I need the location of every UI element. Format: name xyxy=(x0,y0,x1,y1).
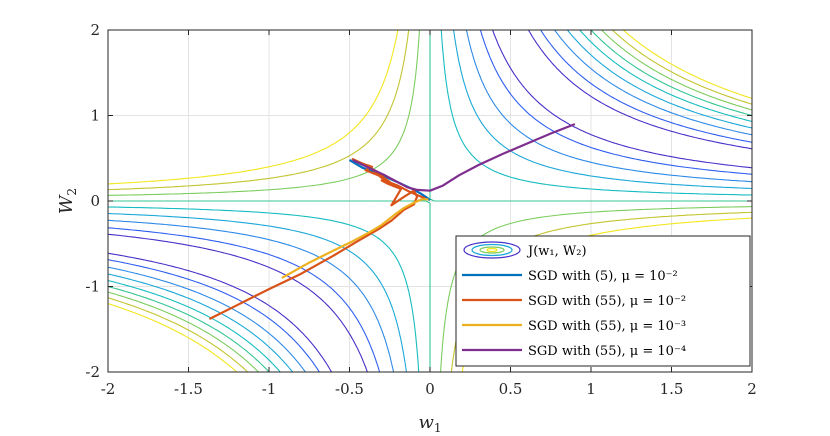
series-line xyxy=(352,123,576,192)
x-tick-label: -1 xyxy=(262,380,277,398)
y-tick-labels: -2 -1 0 1 2 xyxy=(85,21,100,381)
ticks xyxy=(107,29,753,373)
contour-level-line xyxy=(108,30,752,372)
x-tick-labels: -2 -1.5 -1 -0.5 0 0.5 1 1.5 2 xyxy=(101,380,757,398)
legend-contour-symbol xyxy=(471,243,513,257)
x-axis-label: w1 xyxy=(418,412,441,435)
x-tick-label: -1.5 xyxy=(174,380,203,398)
x-tick-label: 1 xyxy=(586,380,596,398)
legend-label: SGD with (55), μ = 10⁻⁴ xyxy=(528,344,686,359)
contour-level-line xyxy=(108,30,752,372)
x-tick-label: 0.5 xyxy=(499,380,523,398)
y-tick-label: 2 xyxy=(90,21,100,39)
y-tick-label: -1 xyxy=(85,278,100,296)
y-tick-label: 1 xyxy=(90,107,100,125)
legend-contour-symbol xyxy=(463,241,521,259)
x-tick-label: -0.5 xyxy=(335,380,364,398)
x-tick-label: 1.5 xyxy=(660,380,684,398)
legend-label: SGD with (55), μ = 10⁻² xyxy=(528,294,686,309)
legend-contour-symbol xyxy=(479,246,505,254)
x-tick-label: 0 xyxy=(425,380,435,398)
legend: J(w₁, W₂) SGD with (5), μ = 10⁻² SGD with … xyxy=(455,235,751,367)
legend-label: SGD with (5), μ = 10⁻² xyxy=(528,269,678,284)
series-line xyxy=(208,158,426,320)
contour-level-line xyxy=(108,30,752,372)
x-tick-label: -2 xyxy=(101,380,116,398)
y-tick-label: 0 xyxy=(90,192,100,210)
legend-label: SGD with (55), μ = 10⁻³ xyxy=(528,319,686,334)
series-line xyxy=(281,198,429,279)
y-tick-label: -2 xyxy=(85,363,100,381)
legend-contour-symbol xyxy=(486,247,498,253)
legend-label: J(w₁, W₂) xyxy=(526,244,587,259)
series-group xyxy=(208,123,576,320)
contour-level-line xyxy=(108,30,752,372)
x-tick-label: 2 xyxy=(747,380,757,398)
y-axis-label: W2 xyxy=(56,188,79,214)
